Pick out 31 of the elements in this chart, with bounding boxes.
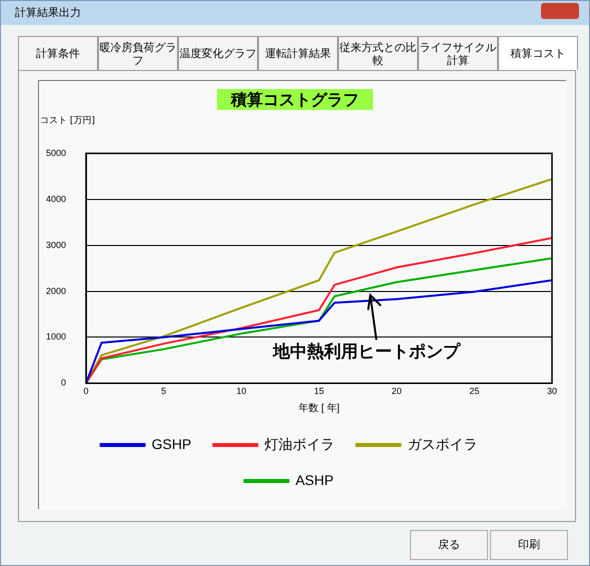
text: ライフサイクル計算 (418, 36, 498, 70)
annotation: 地中熱利用ヒートポンプ (272, 342, 461, 362)
y-tick-label: 5000 (46, 148, 66, 158)
y-tick-label: 1000 (46, 332, 66, 342)
text: 積算コスト (498, 36, 578, 70)
x-tick-label: 15 (314, 386, 324, 396)
text: 戻る (410, 530, 488, 560)
x-axis-title: 年数 [ 年] (298, 402, 340, 414)
text: 計算条件 (18, 36, 98, 70)
text: 従来方式との比較 (338, 36, 418, 70)
x-tick-label: 5 (161, 386, 166, 396)
text: 温度変化グラフ (178, 36, 258, 70)
x-tick-label: 25 (469, 386, 480, 396)
text: 暖冷房負荷グラフ (98, 36, 178, 70)
y-tick-label: 2000 (46, 286, 66, 296)
legend-label: GSHP (152, 436, 192, 452)
chart-title: 積算コストグラフ (217, 89, 373, 110)
text: 印刷 (490, 530, 568, 560)
y-axis-title: コスト [万円] (40, 115, 95, 127)
y-tick-label: 4000 (46, 194, 66, 204)
y-tick-label: 3000 (46, 240, 66, 250)
legend-label: ASHP (295, 472, 334, 488)
x-tick-label: 20 (392, 386, 402, 396)
y-tick-label: 0 (61, 378, 66, 388)
text: 計算結果出力 (1, 1, 589, 25)
legend-label: 灯油ボイラ (264, 436, 334, 452)
text: 運転計算結果 (258, 36, 338, 70)
x-tick-label: 30 (546, 386, 557, 396)
x-tick-label: 10 (236, 386, 246, 396)
legend-label: ガスボイラ (407, 436, 478, 452)
x-tick-label: 0 (84, 386, 89, 396)
